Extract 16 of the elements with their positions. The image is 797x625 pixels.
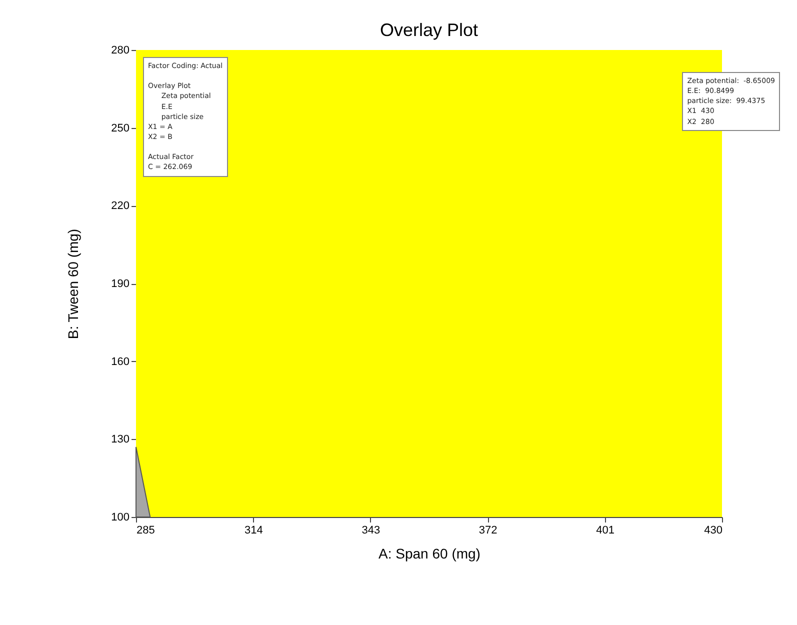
y-tick-label: 160 bbox=[111, 356, 130, 368]
x-tick-label: 343 bbox=[362, 524, 380, 536]
x-tick-label: 430 bbox=[704, 524, 722, 536]
x-tick-label: 372 bbox=[478, 524, 498, 536]
y-tick-label: 190 bbox=[111, 278, 130, 290]
y-tick-label: 280 bbox=[111, 44, 130, 56]
y-tick-label: 220 bbox=[111, 200, 130, 212]
x-tick-label: 285 bbox=[136, 524, 155, 536]
x-tick-label: 401 bbox=[596, 524, 614, 536]
y-tick-label: 100 bbox=[111, 512, 130, 524]
chart-title: Overlay Plot bbox=[380, 20, 478, 40]
y-tick-label: 250 bbox=[111, 122, 130, 134]
y-tick-label: 130 bbox=[111, 434, 130, 446]
y-axis-title: B: Tween 60 (mg) bbox=[65, 228, 82, 340]
x-axis-title: A: Span 60 (mg) bbox=[378, 546, 480, 562]
x-tick-label: 314 bbox=[244, 524, 263, 536]
